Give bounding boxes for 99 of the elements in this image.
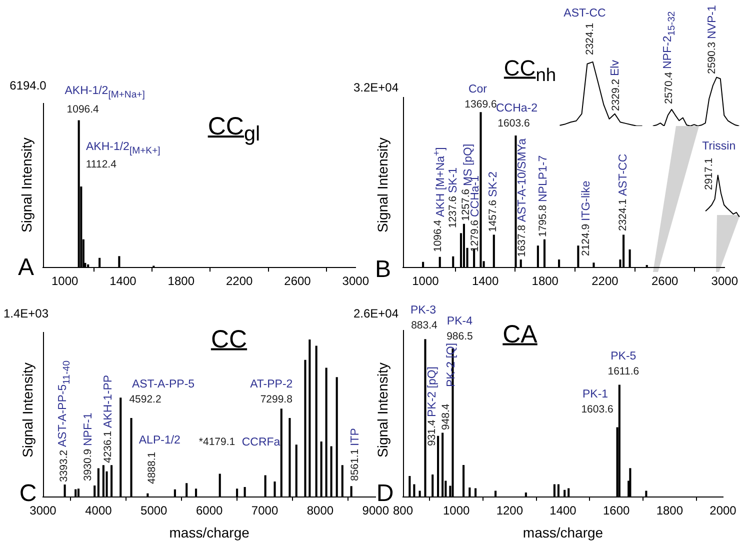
annotation: 1096.4: [432, 220, 445, 252]
text: 2324.1: [584, 22, 597, 55]
annotation: ALP-1/2: [138, 434, 180, 447]
annotation: 1603.6: [498, 117, 530, 130]
x-tick-label: 1600: [602, 503, 630, 518]
x-axis-title: mass/charge: [169, 524, 250, 540]
annotation: CCRFa: [242, 436, 280, 450]
annotation: 2324.1: [616, 198, 630, 232]
x-tick-label: 2200: [226, 274, 253, 288]
y-axis-title: Signal Intensity: [19, 362, 36, 458]
x-tick-label: 800: [392, 503, 414, 518]
annotation: AKH-1/2$_{[M+K+]}$: [86, 140, 160, 157]
x-tick-label: 1800: [168, 274, 195, 288]
annotation: 2917.1: [703, 158, 716, 190]
annotation: 1237.6: [447, 196, 460, 228]
annotation: SK-1: [448, 168, 460, 194]
annotation: Elv: [609, 60, 622, 76]
y-axis-title: Signal Intensity: [18, 138, 35, 232]
annotation: 4592.2: [129, 394, 162, 406]
chart-title: CC$_{nh}$: [504, 56, 556, 86]
annotation: 948.4: [440, 404, 452, 430]
annotation: 3393.2: [58, 450, 71, 482]
text: PK-4: [446, 315, 473, 328]
annotation: ITP: [350, 428, 363, 446]
text: Cor: [468, 82, 487, 96]
x-tick-label: 1000: [51, 274, 78, 288]
text: 2.6E+04: [353, 306, 399, 321]
annotation: 1279.6: [469, 220, 482, 252]
annotation: 1457.6: [487, 200, 500, 232]
annotation: 1369.6: [464, 98, 497, 110]
annotation: 1112.4: [86, 158, 116, 171]
x-tick-label: 1800: [656, 503, 684, 518]
annotation: 4236.1: [102, 431, 114, 464]
x-tick-label: 2600: [651, 274, 678, 288]
annotation: 4888.1: [146, 452, 158, 484]
x-tick-label: 5000: [140, 503, 168, 518]
x-tick-label: 3000: [342, 274, 370, 288]
x-tick-label: 1800: [532, 274, 559, 288]
text: 2590.3: [706, 42, 718, 74]
x-tick-label: 1000: [412, 274, 440, 288]
x-tick-label: 1400: [472, 274, 499, 288]
x-tick-label: 1400: [110, 274, 137, 288]
x-tick-label: 2600: [284, 274, 312, 288]
text: AKH-1/2$_{[M+Na+]}$: [64, 84, 145, 101]
chart-title: CA: [502, 320, 538, 349]
annotation: AST-A-10/SMYa: [516, 138, 530, 222]
y-axis-title: Signal Intensity: [374, 138, 391, 232]
annotation: NPLP1-7: [538, 155, 551, 202]
annotation: ITG-like: [580, 180, 594, 221]
chart-title: CC: [210, 325, 248, 354]
x-tick-label: 4000: [85, 503, 112, 518]
text: 6194.0: [10, 78, 46, 93]
annotation: 8561.1: [350, 449, 362, 482]
annotation: 7299.8: [260, 393, 292, 406]
annotation: 1603.6: [581, 403, 614, 416]
annotation: 2570.4: [662, 72, 676, 104]
text: 1.4E+03: [3, 306, 49, 321]
x-tick-label: 3000: [711, 274, 738, 288]
x-tick-label: 6000: [196, 503, 223, 518]
annotation: CCHa-1: [470, 176, 483, 218]
text: AST-CC: [564, 7, 606, 20]
annotation: 986.5: [446, 330, 473, 343]
annotation: PK-5: [610, 350, 636, 364]
annotation: AST-CC: [617, 154, 630, 196]
annotation: SK-2: [488, 171, 500, 198]
annotation: AST-A-PP-5: [132, 378, 195, 392]
annotation: 1611.6: [608, 366, 640, 378]
x-axis-title: mass/charge: [522, 524, 604, 540]
annotation: 1637.8: [516, 224, 529, 257]
annotation: 883.4: [411, 320, 438, 332]
x-tick-label: 1200: [496, 503, 524, 518]
x-tick-label: 7000: [251, 503, 278, 518]
annotation: 2124.9: [580, 224, 592, 256]
annotation: 931.4: [426, 420, 439, 446]
x-tick-label: 8000: [306, 503, 334, 518]
annotation: 3930.9: [82, 448, 94, 481]
x-tick-label: 1000: [442, 503, 470, 518]
annotation: CCHa-2: [496, 102, 538, 115]
annotation: 1096.4: [66, 103, 99, 116]
annotation: NPF-1: [82, 412, 95, 446]
x-tick-label: 2000: [710, 503, 737, 518]
annotation: Trissin: [702, 140, 736, 154]
y-axis-title: Signal Intensity: [374, 362, 391, 458]
x-tick-label: 1400: [550, 503, 577, 518]
annotation: AKH-1-PP: [102, 375, 115, 428]
annotation: PK-2 [Q]: [445, 342, 458, 388]
annotation: 1795.8: [538, 204, 550, 237]
text: PK-3: [410, 304, 436, 318]
text: B: [374, 256, 392, 284]
annotation: AT-PP-2: [250, 378, 293, 391]
x-tick-label: 2200: [592, 274, 619, 288]
chart-title: CC$_{gl}$: [208, 112, 260, 146]
annotation: PK-2 [pQ]: [426, 366, 440, 418]
text: 3.2E+04: [353, 80, 399, 95]
text: NVP-1: [706, 5, 719, 40]
text: A: [18, 254, 34, 282]
annotation: *4179.1: [198, 436, 236, 449]
annotation: 2329.2: [610, 78, 623, 111]
annotation: PK-1: [582, 388, 608, 401]
